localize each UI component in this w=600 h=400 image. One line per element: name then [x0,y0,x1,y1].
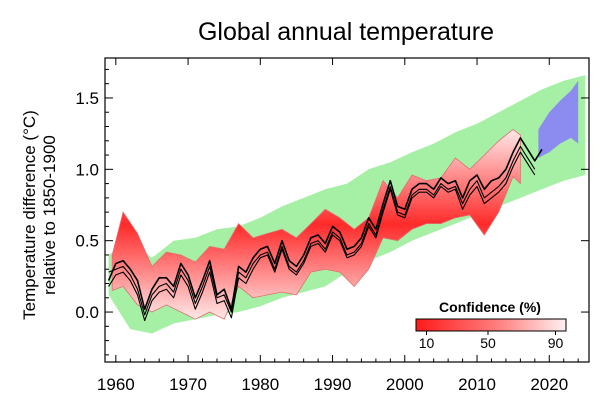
chart-title: Global annual temperature [198,18,494,46]
y-axis-label-line2: relative to 1850-1900 [40,135,59,295]
x-tick-label: 2020 [530,375,568,394]
y-axis-label: Temperature difference (°C) relative to … [20,110,59,320]
confidence-band [111,128,521,320]
y-axis-label-line1: Temperature difference (°C) [20,110,39,320]
observed-series-line-1 [107,137,543,310]
x-tick-label: 2000 [386,375,424,394]
x-tick-label: 1980 [241,375,279,394]
y-tick-label: 1.5 [75,89,99,108]
confidence-legend: Confidence (%) 10 50 90 [415,299,567,351]
x-tick-label: 2010 [458,375,496,394]
forecast-band [538,80,579,158]
observed-series-line-2 [108,145,536,316]
observed-series-line-3 [108,151,536,322]
confidence-legend-tick-label: 50 [480,335,496,351]
confidence-legend-tick-label: 90 [548,335,564,351]
axes: 1960 1970 1980 1990 2000 2010 2020 0.0 0.5 1.0 1.5 [75,57,590,394]
plot-area [107,75,586,334]
x-tick-label: 1990 [314,375,352,394]
y-tick-label: 0.0 [75,303,99,322]
confidence-legend-title: Confidence (%) [439,299,541,315]
confidence-colorbar [415,318,567,332]
confidence-legend-tick-label: 10 [419,335,435,351]
y-tick-label: 1.0 [75,160,99,179]
x-tick-label: 1970 [169,375,207,394]
y-tick-label: 0.5 [75,232,99,251]
x-tick-label: 1960 [97,375,135,394]
